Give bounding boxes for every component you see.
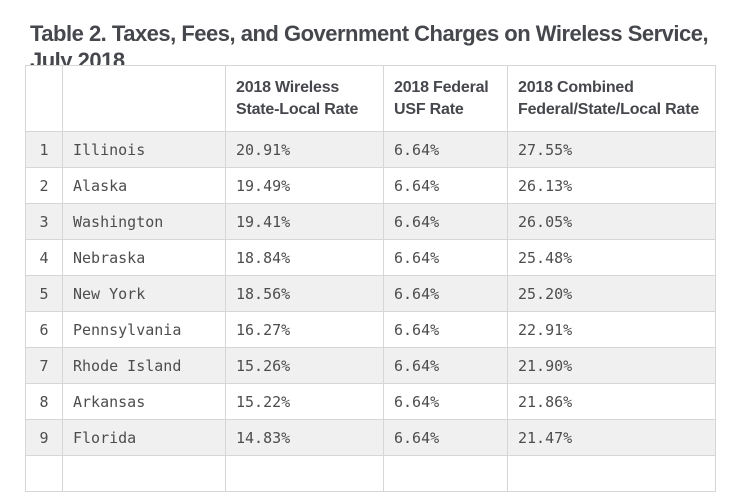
rank-cell xyxy=(25,455,63,492)
rank-cell: 6 xyxy=(25,311,63,348)
combined-rate-cell: 21.47% xyxy=(507,419,716,456)
rank-cell: 8 xyxy=(25,383,63,420)
combined-rate-cell: 26.05% xyxy=(507,203,716,240)
page-title: Table 2. Taxes, Fees, and Government Cha… xyxy=(30,20,709,74)
combined-rate-cell: 21.90% xyxy=(507,347,716,384)
header-rank xyxy=(25,65,63,132)
state-local-rate-cell: 18.84% xyxy=(225,239,384,276)
rank-cell: 9 xyxy=(25,419,63,456)
rank-cell: 5 xyxy=(25,275,63,312)
rank-cell: 4 xyxy=(25,239,63,276)
header-state-local-rate: 2018 Wireless State-Local Rate xyxy=(225,65,384,132)
table-row: 7 Rhode Island 15.26% 6.64% 21.90% xyxy=(25,347,716,384)
federal-usf-rate-cell: 6.64% xyxy=(383,167,508,204)
state-local-rate-cell: 18.56% xyxy=(225,275,384,312)
combined-rate-cell: 25.20% xyxy=(507,275,716,312)
state-local-rate-cell: 20.91% xyxy=(225,131,384,168)
header-row: 2018 Wireless State-Local Rate 2018 Fede… xyxy=(25,65,716,132)
table-row: 3 Washington 19.41% 6.64% 26.05% xyxy=(25,203,716,240)
table-header: 2018 Wireless State-Local Rate 2018 Fede… xyxy=(25,65,716,132)
federal-usf-rate-cell: 6.64% xyxy=(383,239,508,276)
page-title-line1: Table 2. Taxes, Fees, and Government Cha… xyxy=(30,20,709,46)
federal-usf-rate-cell: 6.64% xyxy=(383,311,508,348)
table-row: 5 New York 18.56% 6.64% 25.20% xyxy=(25,275,716,312)
state-local-rate-cell: 19.41% xyxy=(225,203,384,240)
federal-usf-rate-cell: 6.64% xyxy=(383,419,508,456)
combined-rate-cell: 25.48% xyxy=(507,239,716,276)
state-local-rate-cell: 16.27% xyxy=(225,311,384,348)
federal-usf-rate-cell: 6.64% xyxy=(383,131,508,168)
table-row: 6 Pennsylvania 16.27% 6.64% 22.91% xyxy=(25,311,716,348)
state-cell: New York xyxy=(62,275,226,312)
table-row: 8 Arkansas 15.22% 6.64% 21.86% xyxy=(25,383,716,420)
federal-usf-rate-cell: 6.64% xyxy=(383,347,508,384)
combined-rate-cell: 26.13% xyxy=(507,167,716,204)
table-body: 1 Illinois 20.91% 6.64% 27.55% 2 Alaska … xyxy=(25,131,716,492)
state-cell: Florida xyxy=(62,419,226,456)
rank-cell: 7 xyxy=(25,347,63,384)
rank-cell: 3 xyxy=(25,203,63,240)
federal-usf-rate-cell: 6.64% xyxy=(383,275,508,312)
rank-cell: 2 xyxy=(25,167,63,204)
combined-rate-cell: 21.86% xyxy=(507,383,716,420)
state-cell: Rhode Island xyxy=(62,347,226,384)
federal-usf-rate-cell: 6.64% xyxy=(383,383,508,420)
state-cell: Nebraska xyxy=(62,239,226,276)
federal-usf-rate-cell: 6.64% xyxy=(383,203,508,240)
state-local-rate-cell: 14.83% xyxy=(225,419,384,456)
table-row: 1 Illinois 20.91% 6.64% 27.55% xyxy=(25,131,716,168)
federal-usf-rate-cell xyxy=(383,455,508,492)
state-local-rate-cell: 15.22% xyxy=(225,383,384,420)
table-row: 4 Nebraska 18.84% 6.64% 25.48% xyxy=(25,239,716,276)
state-cell: Washington xyxy=(62,203,226,240)
table-row: 9 Florida 14.83% 6.64% 21.47% xyxy=(25,419,716,456)
combined-rate-cell: 27.55% xyxy=(507,131,716,168)
state-local-rate-cell: 19.49% xyxy=(225,167,384,204)
state-cell: Pennsylvania xyxy=(62,311,226,348)
state-cell: Illinois xyxy=(62,131,226,168)
combined-rate-cell xyxy=(507,455,716,492)
state-cell: Alaska xyxy=(62,167,226,204)
state-local-rate-cell: 15.26% xyxy=(225,347,384,384)
combined-rate-cell: 22.91% xyxy=(507,311,716,348)
table-row-partial xyxy=(25,455,716,492)
table-row: 2 Alaska 19.49% 6.64% 26.13% xyxy=(25,167,716,204)
header-combined-rate: 2018 Combined Federal/State/Local Rate xyxy=(507,65,716,132)
state-cell xyxy=(62,455,226,492)
state-cell: Arkansas xyxy=(62,383,226,420)
state-local-rate-cell xyxy=(225,455,384,492)
rank-cell: 1 xyxy=(25,131,63,168)
header-state xyxy=(62,65,226,132)
wireless-tax-table: 2018 Wireless State-Local Rate 2018 Fede… xyxy=(25,65,716,492)
header-federal-usf-rate: 2018 Federal USF Rate xyxy=(383,65,508,132)
